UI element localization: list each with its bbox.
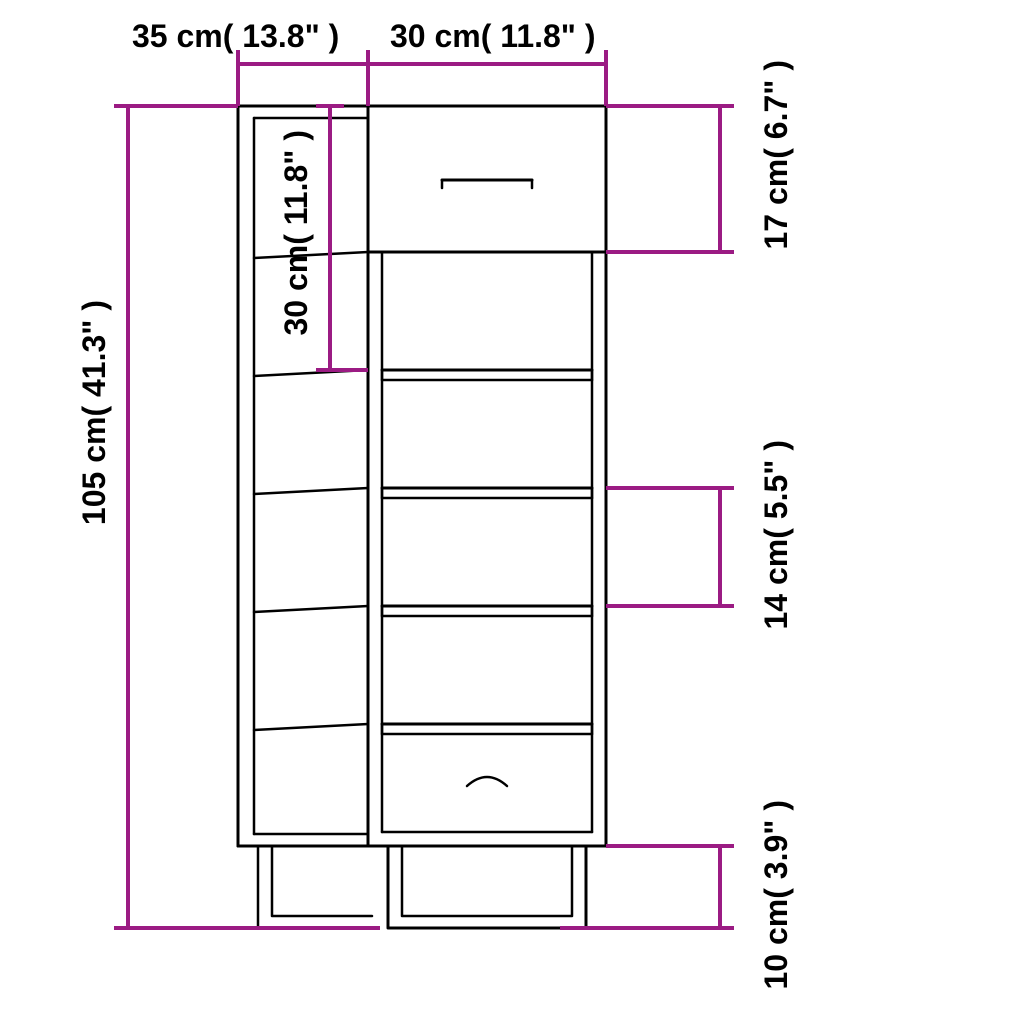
dim-shelf14-label: 14 cm( 5.5" ) (760, 440, 794, 629)
dim-drawer17-label: 17 cm( 6.7" ) (760, 60, 794, 249)
dimension-diagram (0, 0, 1024, 1024)
dim-inner30-label: 30 cm( 11.8" ) (280, 130, 314, 336)
dim-depth-label: 35 cm( 13.8" ) (132, 20, 339, 54)
dim-width-label: 30 cm( 11.8" ) (390, 20, 596, 54)
dim-leg10-label: 10 cm( 3.9" ) (760, 800, 794, 989)
dim-height-label: 105 cm( 41.3" ) (78, 300, 112, 525)
